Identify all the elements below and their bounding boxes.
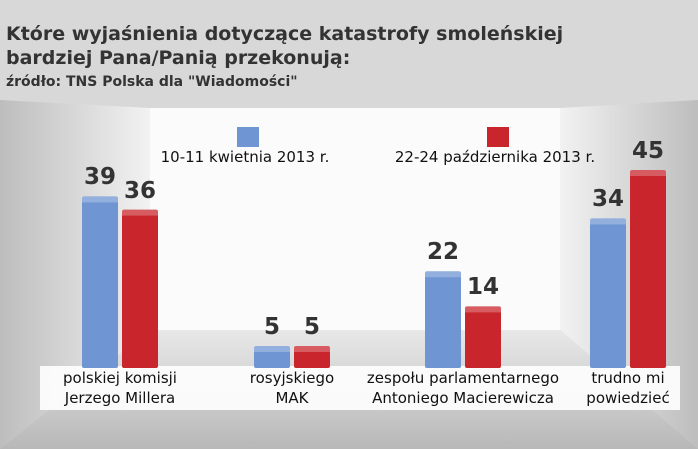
bar	[630, 170, 666, 368]
legend-swatch	[237, 127, 259, 147]
bar	[465, 306, 501, 368]
bar	[82, 196, 118, 368]
chart-title: Które wyjaśnienia dotyczące katastrofy s…	[6, 23, 564, 69]
legend-swatch	[487, 127, 509, 147]
chart-subtitle: źródło: TNS Polska dla "Wiadomości"	[6, 74, 298, 90]
legend-label: 10-11 kwietnia 2013 r.	[160, 148, 330, 166]
bar	[254, 346, 290, 368]
x-tick-label: polskiej komisji Jerzego Millera	[63, 369, 177, 407]
value-label: 45	[631, 138, 664, 164]
x-tick-label: zespołu parlamentarnego Antoniego Macier…	[366, 369, 560, 407]
bar-highlight	[425, 271, 461, 278]
legend-label: 22-24 października 2013 r.	[394, 148, 596, 166]
value-label: 5	[303, 314, 320, 340]
left-wall	[0, 100, 150, 449]
bar-highlight	[122, 209, 158, 216]
bar	[590, 218, 626, 368]
header-bg	[0, 0, 698, 110]
bar	[294, 346, 330, 368]
x-tick-label: trudno mi powiedzieć	[586, 369, 670, 407]
value-label: 39	[83, 164, 116, 191]
value-label: 22	[426, 239, 459, 266]
bar-highlight	[590, 218, 626, 225]
x-tick-label: rosyjskiego MAK	[249, 369, 335, 407]
bar-highlight	[465, 306, 501, 313]
bar	[425, 271, 461, 368]
bar-highlight	[294, 346, 330, 352]
bar-highlight	[82, 196, 118, 203]
value-label: 36	[123, 177, 156, 204]
value-label: 14	[466, 274, 499, 301]
label-band	[40, 366, 680, 410]
bar	[122, 209, 158, 368]
value-label: 5	[263, 314, 280, 340]
bar-highlight	[630, 170, 666, 176]
bar-highlight	[254, 346, 290, 352]
value-label: 34	[591, 186, 624, 213]
